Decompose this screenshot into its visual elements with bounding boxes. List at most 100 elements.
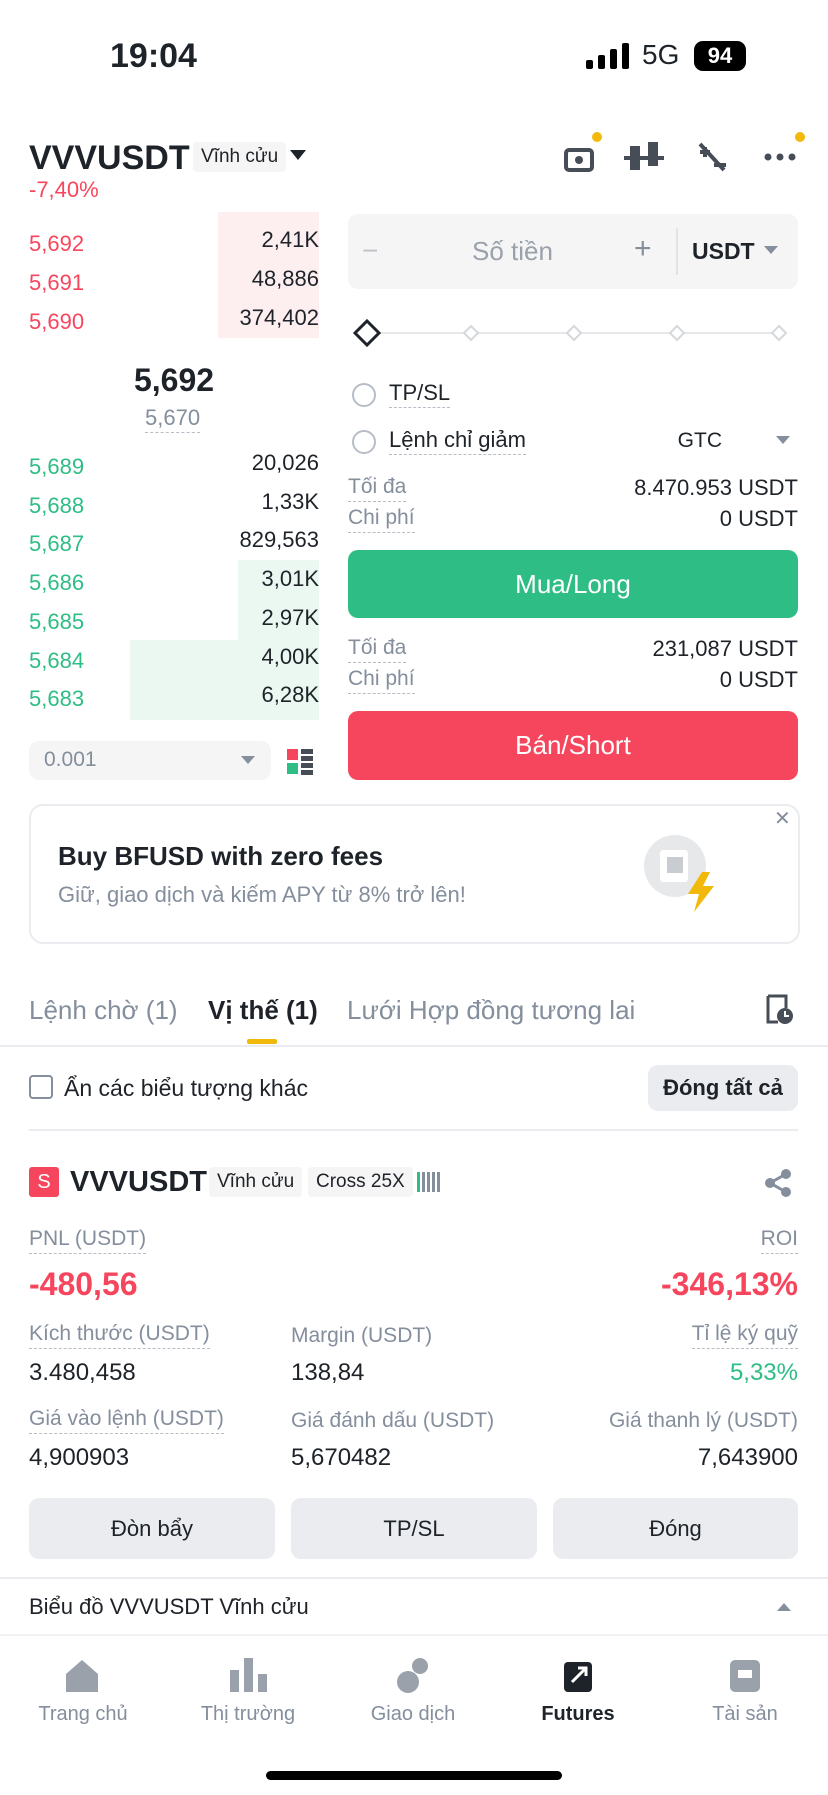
buy-cost: 0 USDT xyxy=(719,506,798,531)
tab[interactable]: Lệnh chờ (1) xyxy=(29,995,178,1025)
buy-cost-label: Chi phí xyxy=(348,505,415,533)
tab[interactable]: Lưới Hợp đồng tương lai xyxy=(347,995,636,1025)
field-value: 138,84 xyxy=(291,1359,365,1386)
currency[interactable]: USDT xyxy=(692,238,755,264)
adl-indicator xyxy=(417,1172,440,1192)
book-layout-icon[interactable] xyxy=(287,749,313,775)
last-price: 5,692 xyxy=(133,362,215,398)
bid-qty: 4,00K xyxy=(261,643,320,669)
banner-close[interactable]: ✕ xyxy=(774,808,791,830)
battery: 94 xyxy=(694,41,746,71)
divider xyxy=(29,1129,798,1131)
banner-subtitle: Giữ, giao dịch và kiếm APY từ 8% trở lên… xyxy=(58,882,466,907)
tpsl-radio[interactable] xyxy=(351,382,377,408)
bid-price: 5,687 xyxy=(29,531,85,557)
contract-tag: Vĩnh cửu xyxy=(209,1167,303,1197)
collapse-icon[interactable] xyxy=(777,1602,791,1612)
roi-label: ROI xyxy=(760,1226,798,1254)
leverage-button[interactable]: Đòn bẩy xyxy=(29,1498,275,1559)
nav-item[interactable]: Tài sản xyxy=(712,1703,778,1725)
buy-max-label: Tối đa xyxy=(348,474,407,502)
bid-price: 5,685 xyxy=(29,608,85,634)
ask-qty: 48,886 xyxy=(251,266,319,291)
banner[interactable] xyxy=(29,804,800,944)
mark-price: 5,670 xyxy=(145,405,201,433)
bid-qty: 2,97K xyxy=(261,604,320,630)
ask-qty: 2,41K xyxy=(261,227,320,252)
ask-price: 5,690 xyxy=(29,309,85,334)
signal-icon xyxy=(586,43,629,69)
minus[interactable]: − xyxy=(362,235,379,266)
tif[interactable]: GTC xyxy=(677,429,722,452)
banner-title: Buy BFUSD with zero fees xyxy=(58,841,384,871)
margin-mode-tag: Cross 25X xyxy=(308,1167,413,1197)
tick-size-select[interactable] xyxy=(29,741,271,780)
chart-toggle[interactable]: Biểu đồ VVVUSDT Vĩnh cửu xyxy=(29,1594,309,1619)
tab-active[interactable]: Vị thế (1) xyxy=(208,995,318,1025)
tab-indicator xyxy=(247,1039,277,1044)
field-label: Tỉ lệ ký quỹ xyxy=(691,1321,798,1349)
sell-cost: 0 USDT xyxy=(719,667,798,692)
bid-price: 5,683 xyxy=(29,686,85,712)
home-indicator xyxy=(266,1771,562,1780)
amount-input[interactable] xyxy=(348,214,798,289)
buy-max: 8.470.953 USDT xyxy=(634,475,798,500)
field-value: 7,643900 xyxy=(697,1444,798,1471)
sell-button[interactable]: Bán/Short xyxy=(348,711,798,780)
field-label: Giá đánh dấu (USDT) xyxy=(291,1409,495,1432)
field-label: Giá thanh lý (USDT) xyxy=(608,1409,798,1432)
dropdown-icon xyxy=(764,246,778,254)
time: 19:04 xyxy=(110,37,197,75)
bid-qty: 20,026 xyxy=(251,450,319,475)
field-label: Kích thước (USDT) xyxy=(29,1321,210,1349)
field-value: 5,670482 xyxy=(291,1444,392,1471)
bid-price: 5,684 xyxy=(29,647,85,673)
network: 5G xyxy=(642,39,680,70)
separator xyxy=(676,228,678,275)
bid-price: 5,686 xyxy=(29,570,85,596)
dropdown-icon[interactable] xyxy=(290,150,306,162)
sell-max: 231,087 USDT xyxy=(652,636,798,661)
divider xyxy=(0,1577,828,1579)
position-symbol[interactable]: VVVUSDT xyxy=(70,1166,207,1198)
plus[interactable]: + xyxy=(634,232,652,265)
nav-item-active[interactable]: Futures xyxy=(541,1703,615,1725)
change: -7,40% xyxy=(29,177,99,202)
share-icon[interactable] xyxy=(764,1168,794,1198)
ask-price: 5,692 xyxy=(29,231,85,256)
sell-cost-label: Chi phí xyxy=(348,666,415,694)
banner-icon xyxy=(644,835,714,912)
header-icons[interactable] xyxy=(560,132,810,182)
reduce-only-radio[interactable] xyxy=(351,429,377,455)
bid-qty: 3,01K xyxy=(261,566,320,592)
divider xyxy=(0,1634,828,1636)
field-value: 3.480,458 xyxy=(29,1359,136,1386)
bid-price: 5,688 xyxy=(29,492,85,518)
ask-qty: 374,402 xyxy=(239,305,319,330)
nav-item[interactable]: Thị trường xyxy=(200,1703,296,1725)
tpsl-button[interactable]: TP/SL xyxy=(291,1498,537,1559)
field-label: Giá vào lệnh (USDT) xyxy=(29,1406,224,1434)
bid-qty: 6,28K xyxy=(261,682,320,708)
amount-placeholder: Số tiền xyxy=(472,236,553,266)
sell-max-label: Tối đa xyxy=(348,635,407,663)
reduce-only-label: Lệnh chỉ giảm xyxy=(389,427,526,455)
buy-button[interactable]: Mua/Long xyxy=(348,550,798,618)
history-icon[interactable] xyxy=(764,994,794,1026)
close-all-button[interactable]: Đóng tất cả xyxy=(648,1065,798,1111)
slider[interactable] xyxy=(352,318,792,348)
tick-size: 0.001 xyxy=(44,748,97,771)
bid-qty: 829,563 xyxy=(239,527,319,553)
nav-item[interactable]: Trang chủ xyxy=(38,1703,128,1725)
pnl-label: PNL (USDT) xyxy=(29,1226,147,1254)
side-badge: S xyxy=(29,1167,59,1197)
close-button[interactable]: Đóng xyxy=(553,1498,798,1559)
contract-tag: Vĩnh cửu xyxy=(193,142,287,172)
divider xyxy=(0,1045,828,1047)
bid-qty: 1,33K xyxy=(261,488,320,514)
nav-item[interactable]: Giao dịch xyxy=(370,1703,456,1725)
field-label: Margin (USDT) xyxy=(291,1324,433,1347)
symbol[interactable]: VVVUSDT xyxy=(29,139,190,177)
checkbox[interactable] xyxy=(29,1075,54,1100)
